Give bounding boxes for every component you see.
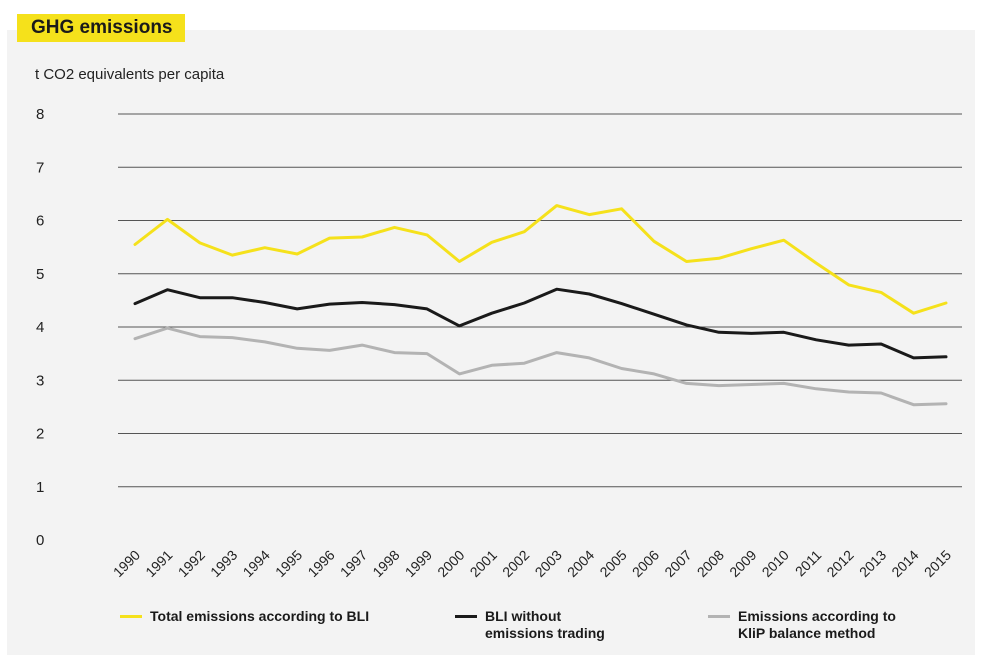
x-tick-label: 1997 xyxy=(337,547,370,580)
y-tick-label: 7 xyxy=(36,159,44,176)
x-tick-label: 2014 xyxy=(888,547,921,580)
x-tick-label: 1994 xyxy=(240,547,273,580)
y-tick-label: 5 xyxy=(36,266,44,283)
chart-panel xyxy=(7,30,975,655)
y-tick-label: 3 xyxy=(36,372,44,389)
legend-item-total: Total emissions according to BLI xyxy=(120,608,369,625)
x-tick-label: 1992 xyxy=(175,547,208,580)
y-tick-label: 4 xyxy=(36,319,44,336)
x-tick-label: 2009 xyxy=(726,547,759,580)
x-tick-label: 1998 xyxy=(369,547,402,580)
legend-label-bli: BLI without emissions trading xyxy=(485,608,605,641)
y-tick-label: 6 xyxy=(36,213,44,230)
legend-swatch-bli xyxy=(455,615,477,618)
legend-label-total: Total emissions according to BLI xyxy=(150,608,370,624)
y-tick-label: 8 xyxy=(36,106,44,123)
x-tick-label: 2006 xyxy=(629,547,662,580)
x-tick-label: 2003 xyxy=(531,547,564,580)
x-tick-label: 1999 xyxy=(402,547,435,580)
chart-title: GHG emissions xyxy=(17,14,185,42)
series-line-bli xyxy=(133,287,948,360)
series-line-klip xyxy=(133,326,948,407)
x-tick-label: 1991 xyxy=(142,547,175,580)
legend: Total emissions according to BLI BLI wit… xyxy=(0,608,989,653)
x-tick-label: 2013 xyxy=(856,547,889,580)
x-tick-label: 2004 xyxy=(564,547,597,580)
legend-item-bli: BLI without emissions trading xyxy=(455,608,605,642)
x-tick-label: 2002 xyxy=(499,547,532,580)
y-tick-label: 0 xyxy=(36,532,44,549)
y-axis-unit-label: t CO2 equivalents per capita xyxy=(35,66,225,83)
y-tick-label: 1 xyxy=(36,479,44,496)
legend-swatch-total xyxy=(120,615,142,618)
x-tick-label: 2011 xyxy=(792,547,825,580)
x-tick-label: 1990 xyxy=(110,547,143,580)
x-tick-label: 2010 xyxy=(759,547,792,580)
series-line-total xyxy=(133,204,948,315)
x-tick-label: 2007 xyxy=(661,547,694,580)
x-tick-label: 2000 xyxy=(434,547,467,580)
x-tick-label: 2005 xyxy=(596,547,629,580)
x-tick-label: 2001 xyxy=(467,547,500,580)
legend-swatch-klip xyxy=(708,615,730,618)
x-tick-label: 2015 xyxy=(921,547,954,580)
legend-label-klip: Emissions according to KliP balance meth… xyxy=(738,608,896,641)
legend-item-klip: Emissions according to KliP balance meth… xyxy=(708,608,896,642)
x-tick-label: 1996 xyxy=(304,547,337,580)
x-tick-label: 2008 xyxy=(694,547,727,580)
x-tick-label: 1995 xyxy=(272,547,305,580)
y-tick-label: 2 xyxy=(36,426,44,443)
x-tick-label: 2012 xyxy=(823,547,856,580)
x-tick-label: 1993 xyxy=(207,547,240,580)
